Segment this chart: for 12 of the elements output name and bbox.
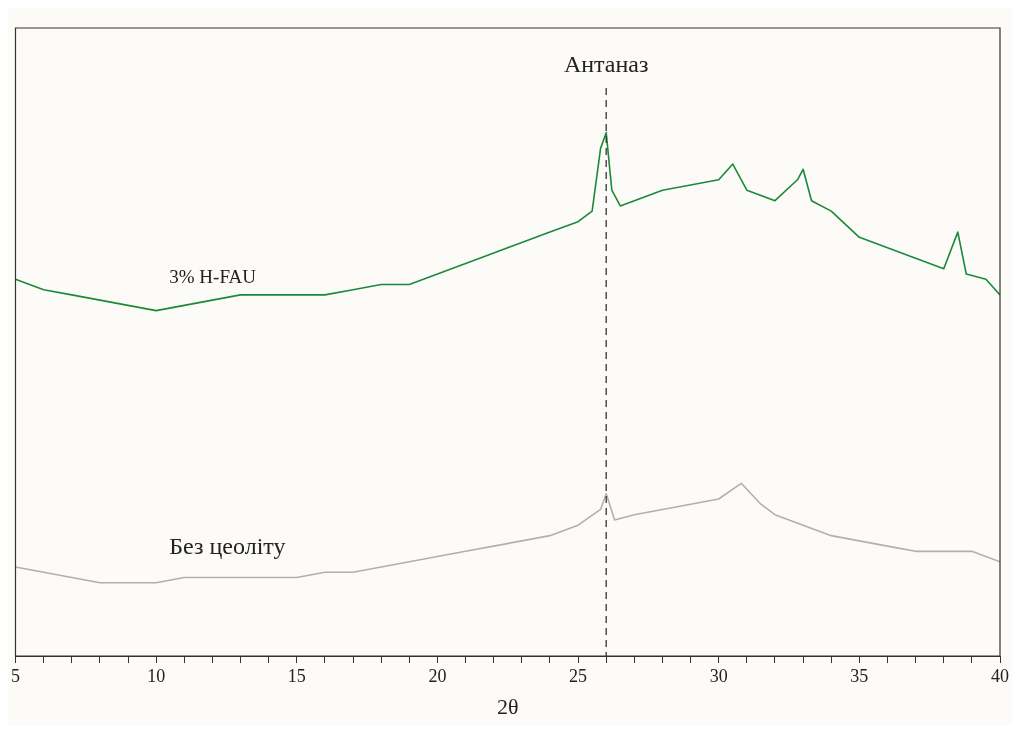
series-label: 3% H-FAU <box>169 265 257 287</box>
x-tick-label: 25 <box>569 665 588 686</box>
x-tick-label: 10 <box>147 665 166 686</box>
x-tick-label: 30 <box>709 665 728 686</box>
x-axis-title: 2θ <box>496 693 519 719</box>
x-tick-label: 5 <box>11 665 20 686</box>
x-tick-label: 35 <box>850 665 869 686</box>
ref-line-label: Антаназ <box>563 51 649 78</box>
x-tick-label: 15 <box>287 665 306 686</box>
series-label: Без цеоліту <box>169 532 286 559</box>
x-tick-label: 20 <box>428 665 447 686</box>
x-tick-label: 40 <box>991 665 1009 686</box>
